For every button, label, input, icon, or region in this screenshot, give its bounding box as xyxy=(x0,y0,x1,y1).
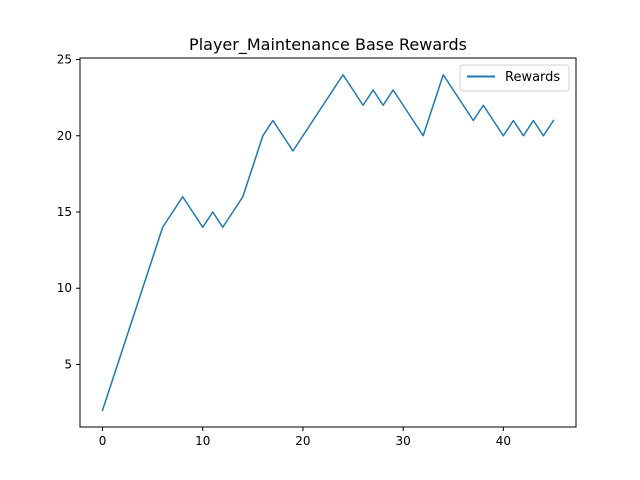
y-tick-label: 5 xyxy=(64,357,72,371)
legend-label-rewards: Rewards xyxy=(505,70,560,85)
y-tick-label: 15 xyxy=(57,205,72,219)
legend-box xyxy=(459,64,570,92)
x-tick-label: 0 xyxy=(99,434,107,448)
y-tick-label: 10 xyxy=(57,281,72,295)
legend: Rewards xyxy=(459,64,570,92)
x-tick-label: 40 xyxy=(496,434,511,448)
series-layer xyxy=(101,74,555,412)
series-line-rewards xyxy=(101,74,555,412)
chart-title: Player_Maintenance Base Rewards xyxy=(189,35,467,55)
axes: 0 10 20 30 40 5 10 15 20 25 xyxy=(57,53,577,448)
y-tick-label: 20 xyxy=(57,129,72,143)
x-tick-label: 30 xyxy=(396,434,411,448)
x-tick-label: 10 xyxy=(195,434,210,448)
plot-frame xyxy=(79,57,577,428)
x-tick-label: 20 xyxy=(295,434,310,448)
y-tick-label: 25 xyxy=(57,53,72,67)
